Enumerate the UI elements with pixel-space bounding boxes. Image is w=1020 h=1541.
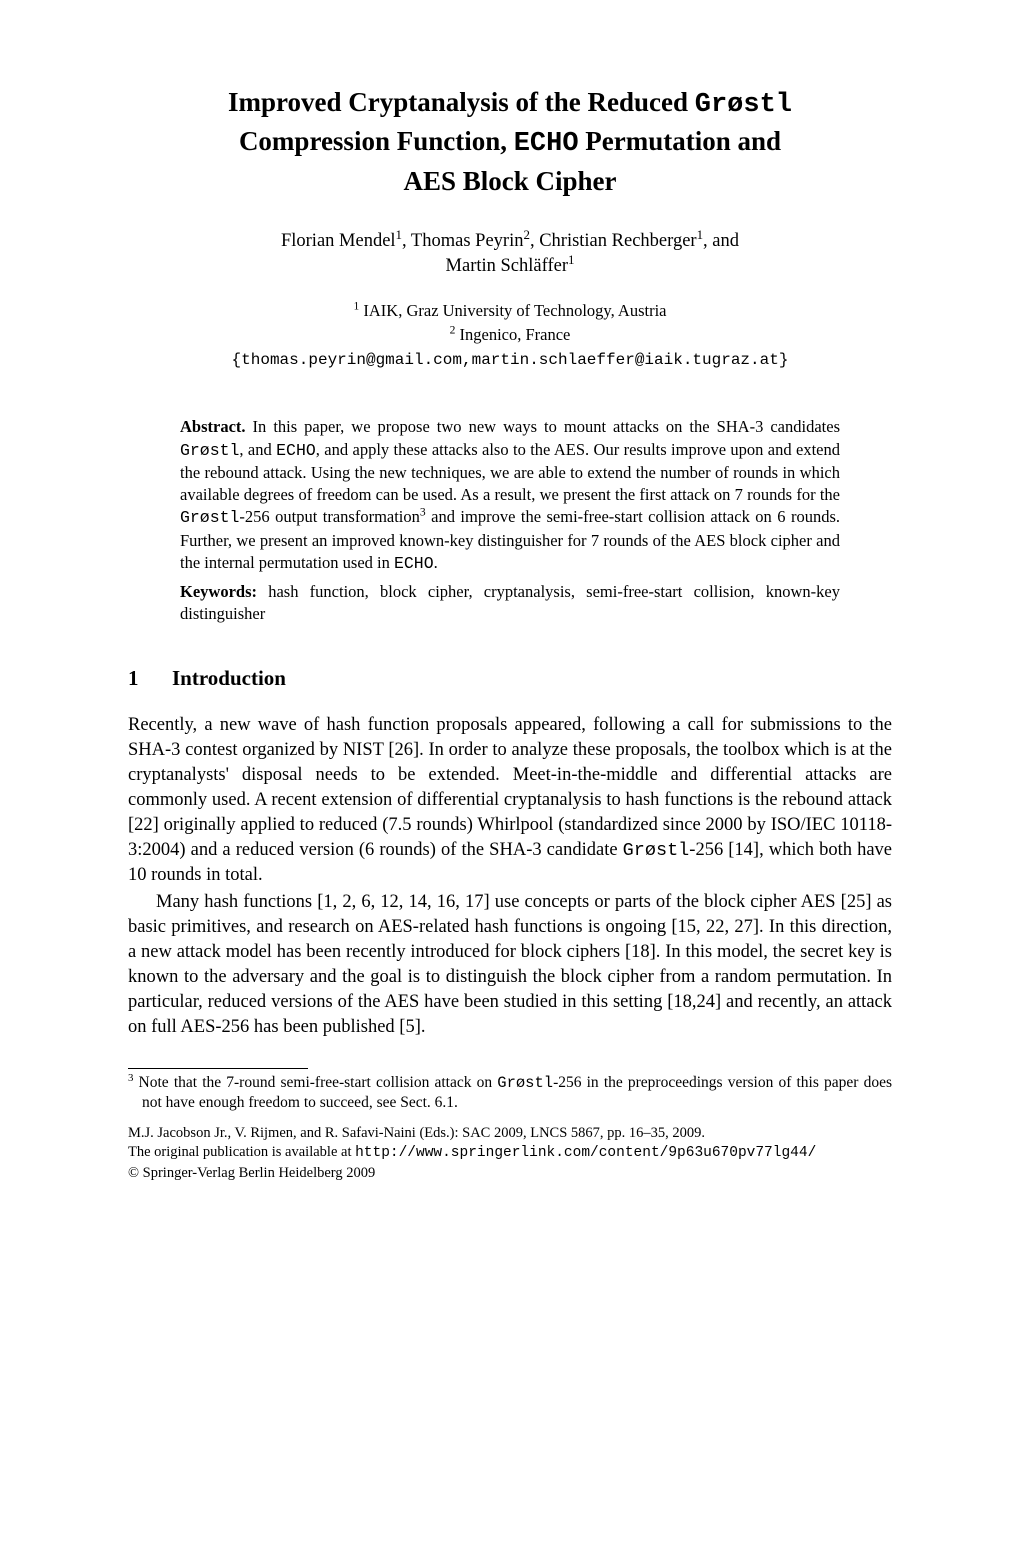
abstract-text-b: , and: [239, 440, 276, 459]
title-line-2-pre: Compression Function,: [239, 126, 514, 156]
page: Improved Cryptanalysis of the Reduced Gr…: [0, 0, 1020, 1541]
abstract-grostl-1: Grøstl: [180, 441, 239, 460]
copyright-l2-url: http://www.springerlink.com/content/9p63…: [355, 1145, 816, 1161]
abstract-lead: Abstract.: [180, 417, 246, 436]
abstract-text-a: In this paper, we propose two new ways t…: [246, 417, 840, 436]
copyright-line-3: © Springer-Verlag Berlin Heidelberg 2009: [128, 1164, 892, 1184]
author-sep-1: , Thomas Peyrin: [402, 231, 523, 251]
author-sep-3: , and: [703, 231, 739, 251]
copyright-l2-text: The original publication is available at: [128, 1144, 355, 1160]
copyright-line-2: The original publication is available at…: [128, 1143, 892, 1164]
author-sep-2: , Christian Rechberger: [530, 231, 697, 251]
footnote-3: 3 Note that the 7-round semi-free-start …: [128, 1073, 892, 1113]
title-echo: ECHO: [514, 129, 579, 159]
section-1-title: Introduction: [172, 666, 286, 690]
author-4-affil: 1: [568, 252, 574, 267]
author-4: Martin Schläffer: [446, 256, 568, 276]
copyright-line-1: M.J. Jacobson Jr., V. Rijmen, and R. Saf…: [128, 1124, 892, 1144]
title-line-3: AES Block Cipher: [403, 166, 616, 196]
intro-para-2: Many hash functions [1, 2, 6, 12, 14, 16…: [128, 890, 892, 1040]
intro-p1-grostl: Grøstl: [623, 840, 690, 861]
title-line-2-post: Permutation and: [579, 126, 782, 156]
abstract-echo-2: ECHO: [394, 554, 434, 573]
keywords: Keywords: hash function, block cipher, c…: [180, 581, 840, 626]
paper-title: Improved Cryptanalysis of the Reduced Gr…: [128, 84, 892, 199]
title-line-1-pre: Improved Cryptanalysis of the Reduced: [228, 87, 695, 117]
keywords-lead: Keywords:: [180, 582, 257, 601]
abstract-echo-1: ECHO: [276, 441, 316, 460]
section-1-heading: 1Introduction: [128, 666, 892, 691]
copyright-block: M.J. Jacobson Jr., V. Rijmen, and R. Saf…: [128, 1124, 892, 1184]
abstract: Abstract. In this paper, we propose two …: [180, 416, 840, 575]
section-1-num: 1: [128, 666, 172, 691]
intro-para-1: Recently, a new wave of hash function pr…: [128, 713, 892, 889]
footnote-rule: [128, 1068, 308, 1069]
affil-1: IAIK, Graz University of Technology, Aus…: [359, 301, 666, 320]
affiliations: 1 IAIK, Graz University of Technology, A…: [128, 299, 892, 372]
footnote-3-grostl: Grøstl: [497, 1074, 553, 1092]
abstract-text-f: .: [434, 553, 438, 572]
affil-emails: {thomas.peyrin@gmail.com,martin.schlaeff…: [232, 351, 789, 369]
abstract-grostl-2: Grøstl: [180, 508, 239, 527]
title-grostl: Grøstl: [695, 90, 792, 120]
section-1-body: Recently, a new wave of hash function pr…: [128, 713, 892, 1041]
abstract-text-d: -256 output transformation: [239, 507, 419, 526]
keywords-body: hash function, block cipher, cryptanalys…: [180, 582, 840, 623]
author-1: Florian Mendel: [281, 231, 396, 251]
intro-p1-a: Recently, a new wave of hash function pr…: [128, 715, 892, 860]
footnote-3-text-a: Note that the 7-round semi-free-start co…: [133, 1074, 497, 1091]
affil-2: Ingenico, France: [455, 325, 570, 344]
authors: Florian Mendel1, Thomas Peyrin2, Christi…: [128, 229, 892, 279]
